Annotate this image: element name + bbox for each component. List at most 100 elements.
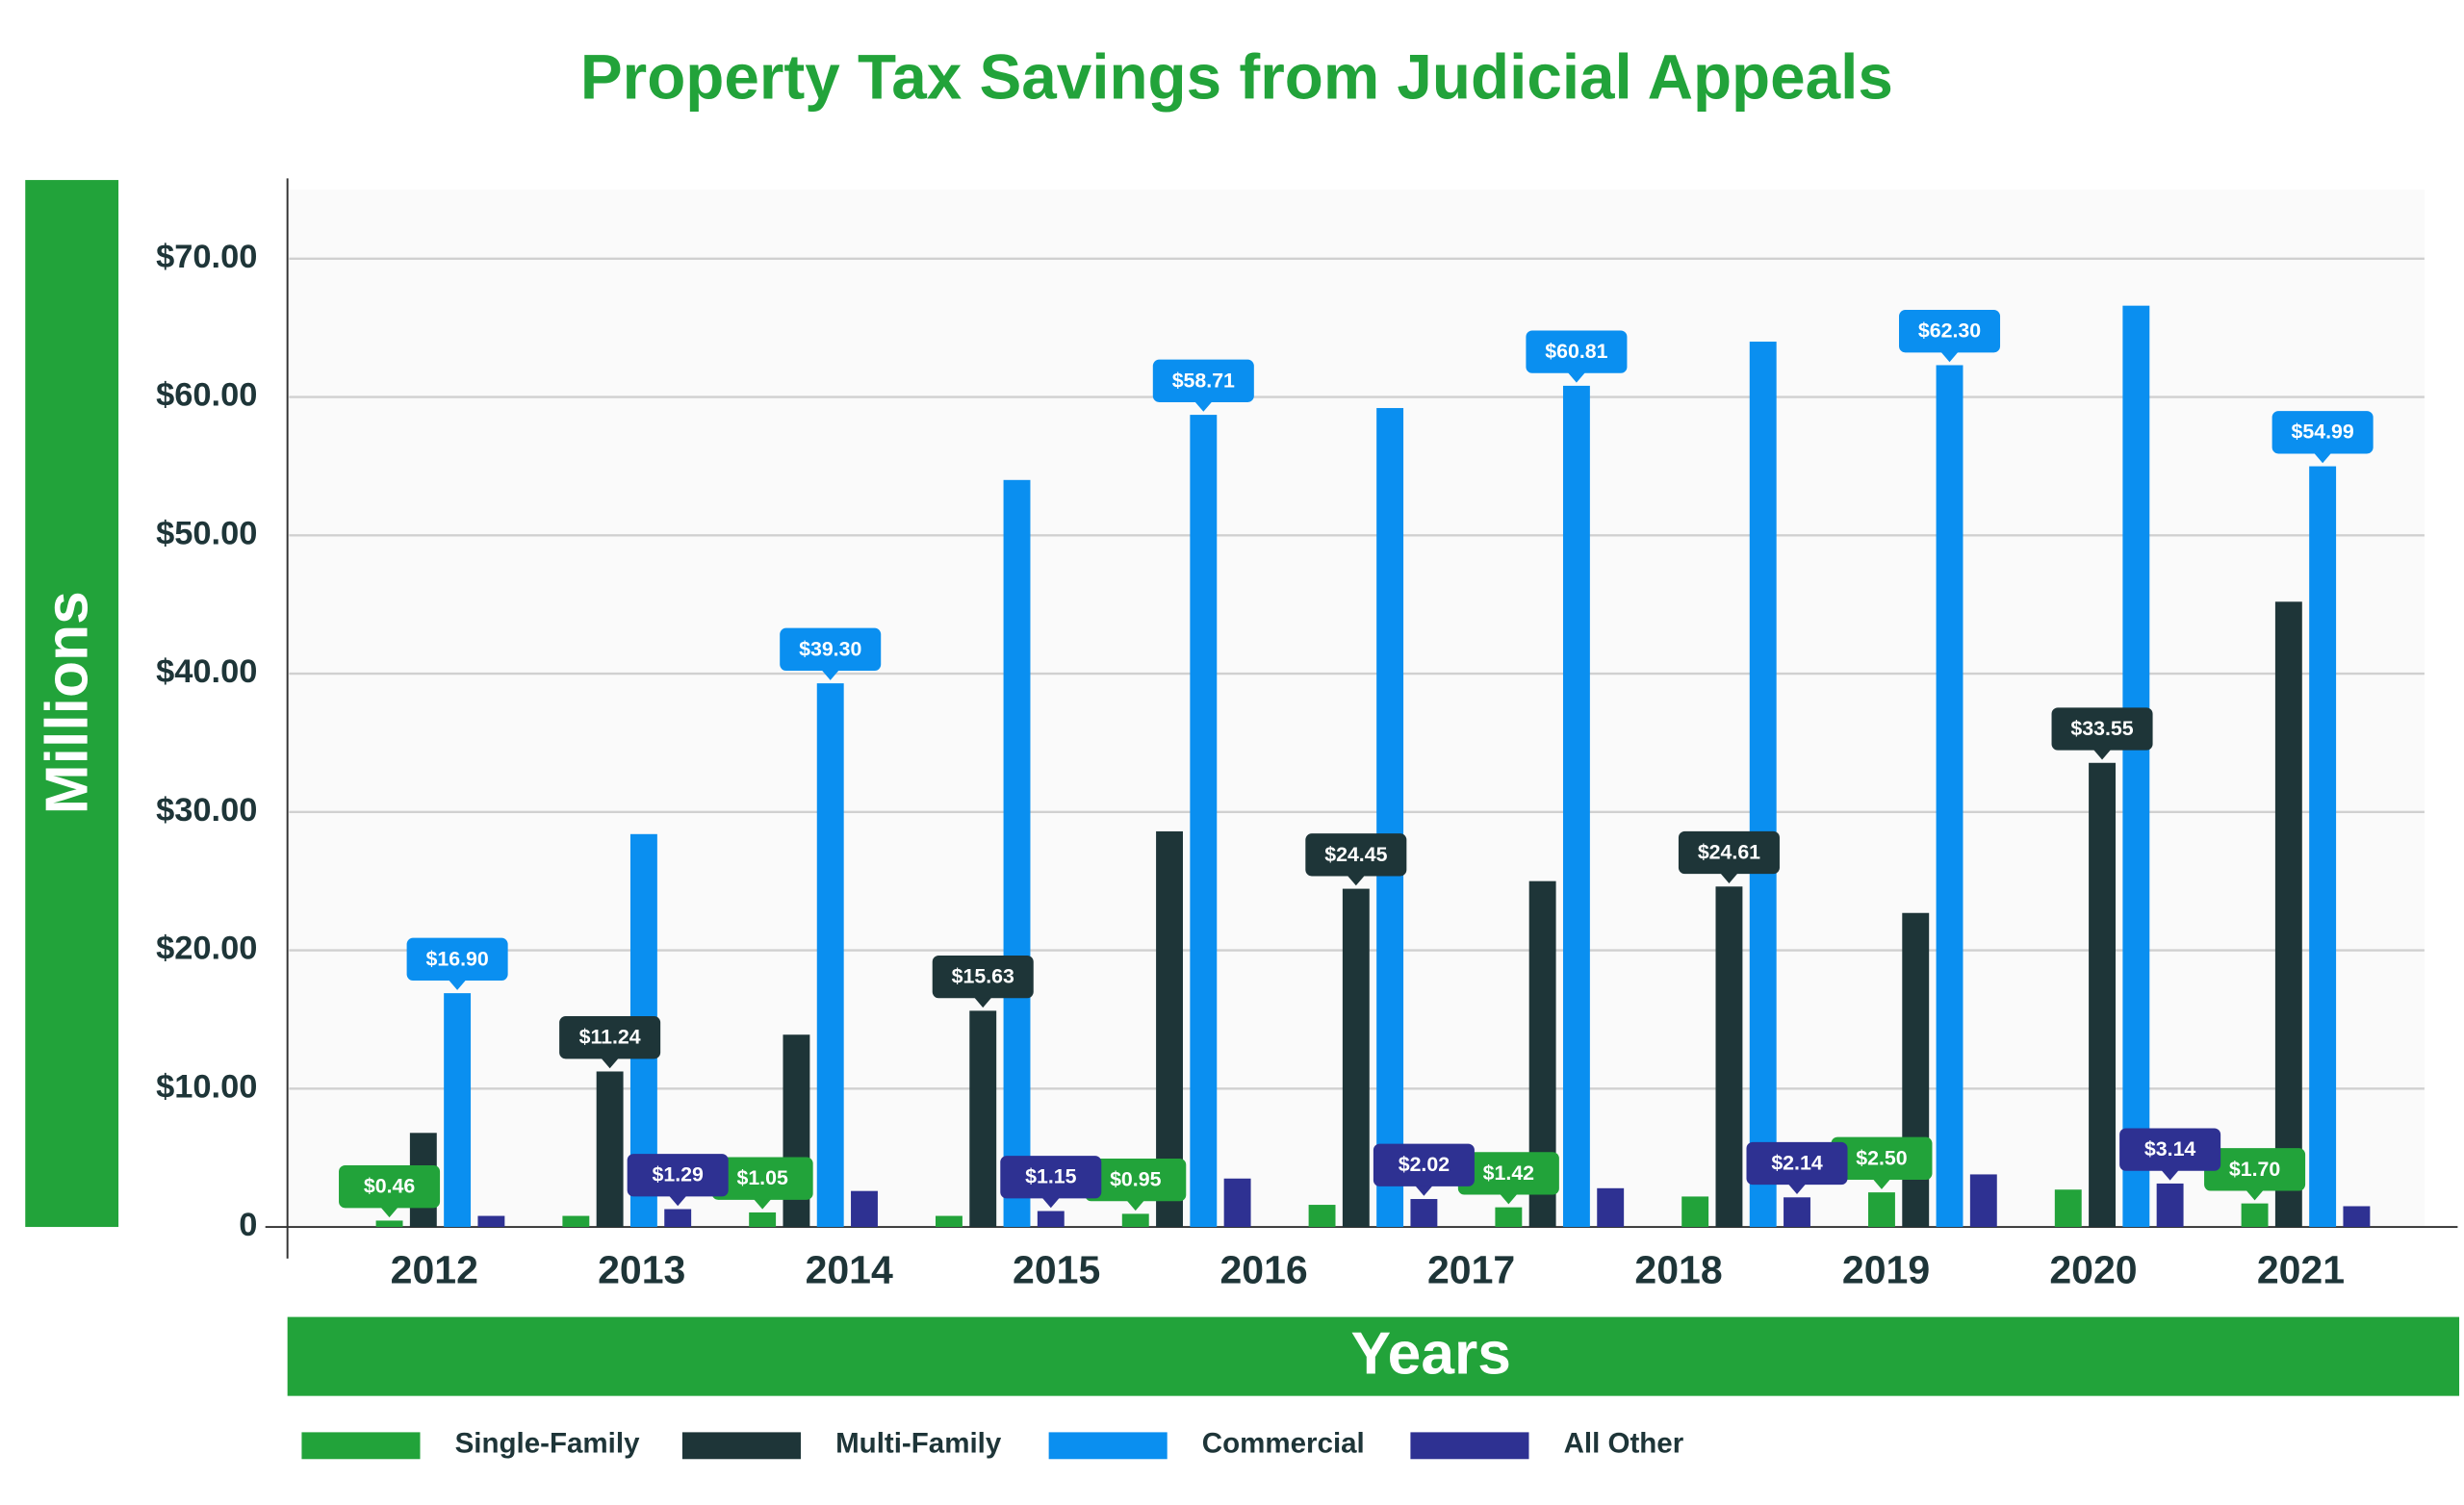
- legend-label: All Other: [1564, 1427, 1684, 1459]
- label-box: [711, 1157, 813, 1200]
- label-pointer: [1125, 1199, 1145, 1212]
- bar: [2309, 466, 2337, 1228]
- label-box: [559, 1016, 661, 1059]
- y-tick-label: $20.00: [156, 931, 257, 967]
- bar: [1003, 479, 1031, 1228]
- y-axis-label: Millions: [34, 591, 100, 814]
- data-label: $0.46: [364, 1175, 416, 1198]
- y-label-box: [25, 180, 119, 1228]
- legend-label: Single-Family: [455, 1427, 640, 1459]
- bar: [1715, 886, 1743, 1228]
- label-box: [1152, 359, 1254, 402]
- x-tick-label: 2014: [806, 1247, 893, 1291]
- legend-label: Multi-Family: [835, 1427, 1002, 1459]
- legend-swatch: [1410, 1432, 1529, 1460]
- label-pointer: [1040, 1196, 1061, 1209]
- data-label: $3.14: [2144, 1137, 2196, 1161]
- data-label: $58.71: [1172, 369, 1235, 392]
- label-pointer: [820, 669, 840, 680]
- x-tick-label: 2016: [1220, 1247, 1308, 1291]
- label-pointer: [1499, 1192, 1519, 1205]
- label-box: [1899, 310, 2001, 353]
- legend-swatch: [681, 1432, 801, 1460]
- label-pointer: [2245, 1188, 2265, 1201]
- data-label: $24.61: [1698, 840, 1760, 863]
- label-pointer: [379, 1206, 399, 1218]
- bar: [1121, 1213, 1149, 1228]
- y-tick-label: $70.00: [156, 239, 257, 275]
- label-box: [2204, 1148, 2306, 1191]
- bar: [1376, 408, 1404, 1228]
- label-pointer: [1414, 1185, 1434, 1196]
- bar: [596, 1071, 624, 1228]
- bar: [1308, 1205, 1336, 1228]
- data-label: $62.30: [1918, 319, 1981, 343]
- bar: [969, 1010, 997, 1228]
- data-label: $54.99: [2292, 421, 2354, 444]
- bar: [2122, 305, 2150, 1228]
- bar: [444, 993, 472, 1228]
- chart-title: Property Tax Savings from Judicial Appea…: [580, 42, 1893, 113]
- label-pointer: [600, 1057, 620, 1069]
- label-box: [1000, 1156, 1102, 1199]
- label-box: [1457, 1152, 1559, 1195]
- chart-body: Property Tax Savings from Judicial Appea…: [25, 42, 2460, 1460]
- bar: [1969, 1174, 1997, 1228]
- bar: [749, 1212, 777, 1228]
- label-box: [1678, 830, 1780, 875]
- x-tick-label: 2012: [391, 1247, 478, 1291]
- label-pointer: [1346, 874, 1366, 886]
- data-label: $2.50: [1856, 1146, 1907, 1169]
- y-tick-label: $50.00: [156, 515, 257, 551]
- data-label: $2.02: [1399, 1153, 1450, 1176]
- bar: [2156, 1183, 2184, 1228]
- bar: [2343, 1206, 2371, 1228]
- data-label: $0.95: [1110, 1168, 1162, 1191]
- bar: [1902, 912, 1930, 1228]
- bar: [1936, 365, 1964, 1228]
- bar: [2054, 1189, 2082, 1228]
- label-box: [780, 627, 882, 671]
- x-tick-label: 2019: [1842, 1247, 1930, 1291]
- data-label: $1.15: [1025, 1165, 1077, 1188]
- label-box: [339, 1165, 441, 1209]
- x-tick-label: 2017: [1427, 1247, 1515, 1291]
- bar: [1037, 1211, 1065, 1228]
- legend-label: Commercial: [1202, 1427, 1365, 1459]
- bar: [1342, 888, 1370, 1228]
- data-label: $60.81: [1545, 340, 1607, 363]
- label-box: [1526, 330, 1628, 373]
- x-tick-label: 2013: [598, 1247, 685, 1291]
- bar: [1562, 385, 1590, 1228]
- data-label: $16.90: [425, 947, 488, 970]
- data-label: $33.55: [2070, 717, 2133, 740]
- data-label: $39.30: [799, 637, 861, 660]
- label-box: [1373, 1143, 1475, 1186]
- y-tick-label: $60.00: [156, 377, 257, 414]
- label-box: [1305, 833, 1407, 877]
- label-pointer: [973, 996, 993, 1008]
- data-label: $1.42: [1483, 1161, 1534, 1185]
- bar: [2089, 762, 2116, 1228]
- label-pointer: [753, 1198, 772, 1210]
- bar: [1495, 1207, 1523, 1228]
- label-box: [2272, 411, 2374, 454]
- label-pointer: [2092, 749, 2112, 760]
- label-box: [1831, 1136, 1933, 1180]
- bar: [936, 1215, 962, 1228]
- bar: [2241, 1203, 2269, 1228]
- label-pointer: [1194, 400, 1214, 412]
- data-label: $24.45: [1324, 843, 1387, 866]
- data-label: $2.14: [1771, 1151, 1823, 1174]
- data-label: $15.63: [952, 965, 1014, 988]
- legend-swatch: [1048, 1432, 1168, 1460]
- legend-swatch: [301, 1432, 421, 1460]
- data-label: $1.70: [2229, 1158, 2280, 1181]
- label-box: [1085, 1158, 1187, 1202]
- label-box: [406, 937, 508, 981]
- bar: [1190, 415, 1218, 1228]
- x-tick-label: 2015: [1013, 1247, 1100, 1291]
- label-pointer: [1567, 371, 1586, 383]
- label-box: [1746, 1141, 1848, 1186]
